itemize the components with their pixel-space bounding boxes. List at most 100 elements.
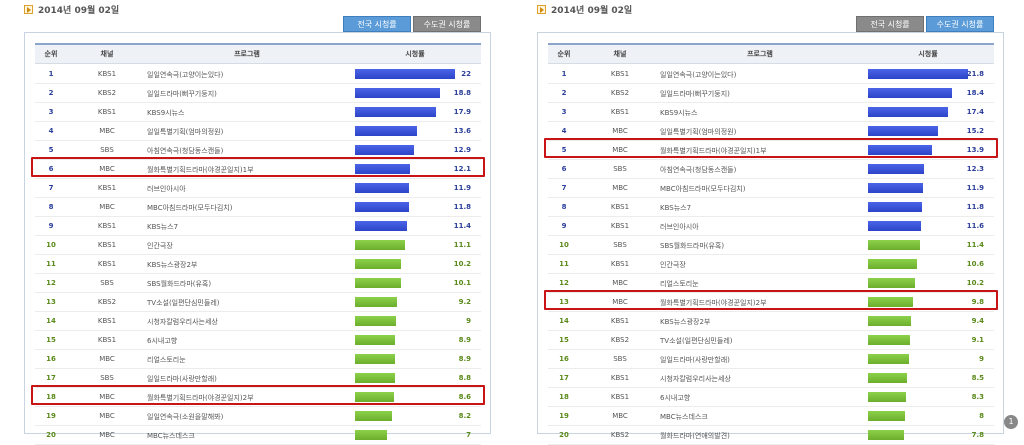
channel-cell: MBC bbox=[99, 355, 115, 363]
rating-bar bbox=[355, 164, 410, 174]
table-row: 1 KBS1 일일연속극(고양이는있다) 21.8 bbox=[548, 65, 994, 84]
rating-value: 18.4 bbox=[966, 89, 984, 97]
table-row: 1 KBS1 일일연속극(고양이는있다) 22 bbox=[35, 65, 481, 84]
rating-value: 11.4 bbox=[453, 222, 471, 230]
table-row: 4 MBC 일일특별기획(엄마의정원) 15.2 bbox=[548, 122, 994, 141]
header-channel: 채널 bbox=[100, 50, 114, 58]
rating-value: 11.9 bbox=[966, 184, 984, 192]
program-cell: 일일연속극(소원을말해봐) bbox=[147, 413, 224, 421]
rating-bar bbox=[355, 69, 455, 79]
table-row: 13 KBS2 TV소설(일편단심민들레) 9.2 bbox=[35, 293, 481, 312]
program-cell: 월화특별기획드라마(야경꾼일지)1부 bbox=[147, 166, 254, 174]
rank-cell: 11 bbox=[559, 260, 569, 268]
table-row: 16 SBS 일일드라마(사랑만할래) 9 bbox=[548, 350, 994, 369]
program-cell: 러브인아시아 bbox=[147, 185, 186, 193]
channel-cell: MBC bbox=[99, 127, 115, 135]
program-cell: MBC뉴스데스크 bbox=[660, 413, 708, 421]
rating-value: 18.8 bbox=[453, 89, 471, 97]
rank-cell: 18 bbox=[559, 393, 569, 401]
rank-cell: 18 bbox=[46, 393, 56, 401]
rating-bar bbox=[355, 259, 401, 269]
header-rating: 시청률 bbox=[918, 50, 938, 58]
rank-cell: 3 bbox=[561, 108, 567, 116]
ratings-table: 순위 채널 프로그램 시청률 1 KBS1 일일연속극(고양이는있다) 21.8 2 KB… bbox=[537, 32, 1004, 445]
table-row: 19 MBC MBC뉴스데스크 8 bbox=[548, 407, 994, 426]
channel-cell: MBC bbox=[612, 127, 628, 135]
channel-cell: KBS1 bbox=[97, 241, 117, 249]
channel-cell: KBS1 bbox=[610, 108, 630, 116]
program-cell: 아침연속극(청담동스캔들) bbox=[660, 166, 737, 174]
program-cell: 월화특별기획드라마(야경꾼일지)1부 bbox=[660, 147, 767, 155]
table-row: 9 KBS1 KBS뉴스7 11.4 bbox=[35, 217, 481, 236]
table-row: 14 KBS1 KBS뉴스광장2부 9.4 bbox=[548, 312, 994, 331]
table-row: 11 KBS1 인간극장 10.6 bbox=[548, 255, 994, 274]
rating-value: 21.8 bbox=[966, 70, 984, 78]
channel-cell: KBS1 bbox=[610, 222, 630, 230]
program-cell: KBS9시뉴스 bbox=[660, 109, 698, 117]
table-row: 15 KBS1 6시내고향 8.9 bbox=[35, 331, 481, 350]
rank-cell: 6 bbox=[48, 165, 54, 173]
table-row: 11 KBS1 KBS뉴스광장2부 10.2 bbox=[35, 255, 481, 274]
program-cell: 일일드라마(사랑만할래) bbox=[147, 375, 217, 383]
program-cell: 일일드라마(사랑만할래) bbox=[660, 356, 730, 364]
rating-bar bbox=[355, 202, 409, 212]
rank-cell: 8 bbox=[48, 203, 54, 211]
program-cell: 일일연속극(고양이는있다) bbox=[147, 71, 224, 79]
rank-cell: 9 bbox=[561, 222, 567, 230]
tab-capital-area-rating[interactable]: 수도권 시청률 bbox=[413, 16, 481, 32]
channel-cell: KBS1 bbox=[97, 184, 117, 192]
rank-cell: 17 bbox=[46, 374, 56, 382]
rank-cell: 8 bbox=[561, 203, 567, 211]
rank-cell: 12 bbox=[46, 279, 56, 287]
rating-bar bbox=[355, 221, 407, 231]
rating-bar bbox=[355, 88, 440, 98]
rating-bar bbox=[868, 221, 921, 231]
rating-bar bbox=[868, 107, 948, 117]
rating-bar bbox=[355, 354, 395, 364]
channel-cell: KBS1 bbox=[610, 70, 630, 78]
table-row: 12 MBC 리얼스토리눈 10.2 bbox=[548, 274, 994, 293]
rating-bar bbox=[355, 107, 436, 117]
channel-cell: SBS bbox=[100, 146, 114, 154]
header-rank: 순위 bbox=[557, 50, 571, 58]
rating-tabs: 전국 시청률 수도권 시청률 bbox=[854, 16, 994, 32]
rating-bar bbox=[868, 164, 924, 174]
program-cell: 러브인아시아 bbox=[660, 223, 699, 231]
rating-bar bbox=[868, 88, 952, 98]
table-row: 19 MBC 일일연속극(소원을말해봐) 8.2 bbox=[35, 407, 481, 426]
header-program: 프로그램 bbox=[234, 50, 260, 58]
table-row: 15 KBS2 TV소설(일편단심민들레) 9.1 bbox=[548, 331, 994, 350]
channel-cell: KBS1 bbox=[97, 108, 117, 116]
table-row: 18 KBS1 6시내고향 8.3 bbox=[548, 388, 994, 407]
rating-value: 12.9 bbox=[453, 146, 471, 154]
date-header: 2014년 09월 02일 bbox=[24, 2, 119, 16]
program-cell: 인간극장 bbox=[147, 242, 173, 250]
channel-cell: KBS1 bbox=[97, 336, 117, 344]
rank-cell: 17 bbox=[559, 374, 569, 382]
tab-nationwide-rating[interactable]: 전국 시청률 bbox=[343, 16, 411, 32]
table-row: 13 MBC 월화특별기획드라마(야경꾼일지)2부 9.8 bbox=[548, 293, 994, 312]
table-row: 20 KBS2 월화드라마(연애의발견) 7.8 bbox=[548, 426, 994, 445]
channel-cell: MBC bbox=[99, 203, 115, 211]
program-cell: MBC아침드라마(모두다김치) bbox=[660, 185, 746, 193]
rating-value: 12.3 bbox=[966, 165, 984, 173]
program-cell: KBS9시뉴스 bbox=[147, 109, 185, 117]
table-row: 9 KBS1 러브인아시아 11.6 bbox=[548, 217, 994, 236]
table-row: 7 KBS1 러브인아시아 11.9 bbox=[35, 179, 481, 198]
rating-bar bbox=[868, 316, 911, 326]
rating-value: 8.9 bbox=[458, 336, 471, 344]
rating-value: 15.2 bbox=[966, 127, 984, 135]
table-row: 2 KBS2 일일드라마(뻐꾸기둥지) 18.8 bbox=[35, 84, 481, 103]
ratings-panel-capital-area: 2014년 09월 02일 전국 시청률 수도권 시청률 순위 채널 프로그램 … bbox=[537, 0, 1004, 445]
rank-cell: 7 bbox=[561, 184, 567, 192]
rating-value: 10.6 bbox=[966, 260, 984, 268]
rating-value: 9.4 bbox=[971, 317, 984, 325]
rating-bar bbox=[355, 145, 414, 155]
tab-capital-area-rating[interactable]: 수도권 시청률 bbox=[926, 16, 994, 32]
ratings-table: 순위 채널 프로그램 시청률 1 KBS1 일일연속극(고양이는있다) 22 2 KBS2… bbox=[24, 32, 491, 445]
rating-value: 17.4 bbox=[966, 108, 984, 116]
program-cell: 리얼스토리눈 bbox=[147, 356, 186, 364]
rank-cell: 1 bbox=[48, 70, 54, 78]
tab-nationwide-rating[interactable]: 전국 시청률 bbox=[856, 16, 924, 32]
table-row: 3 KBS1 KBS9시뉴스 17.9 bbox=[35, 103, 481, 122]
